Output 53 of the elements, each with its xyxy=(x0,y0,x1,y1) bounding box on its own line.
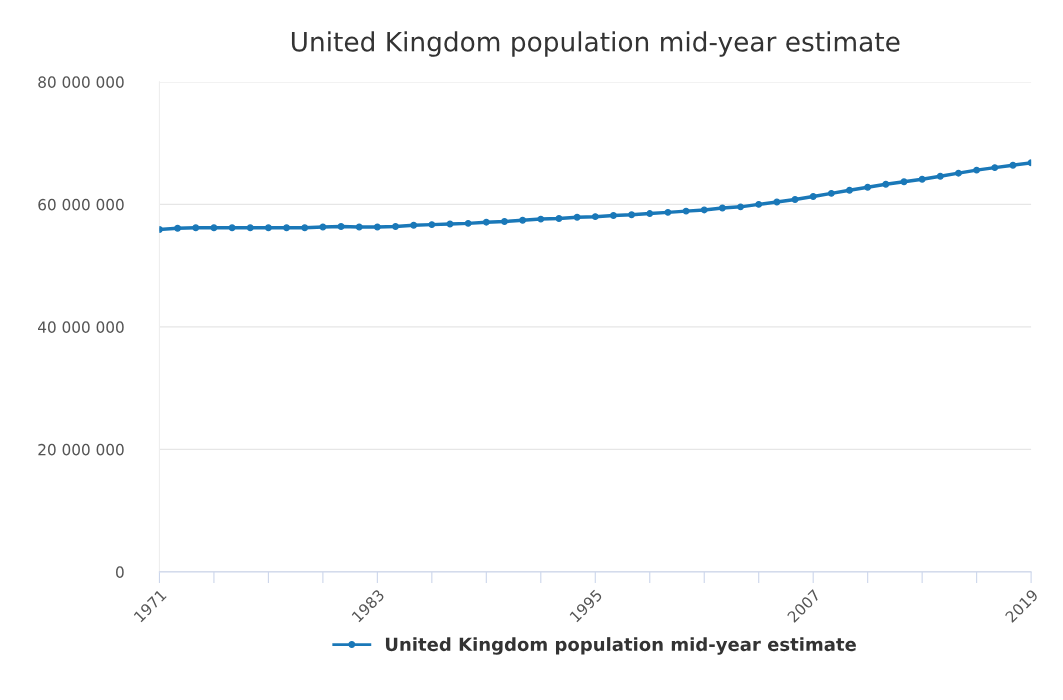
point xyxy=(519,216,527,224)
point xyxy=(1009,161,1017,169)
point xyxy=(210,224,218,232)
point xyxy=(646,210,654,218)
point xyxy=(864,183,872,191)
point xyxy=(973,166,981,174)
point xyxy=(591,213,599,221)
point xyxy=(682,207,690,215)
point xyxy=(573,213,581,221)
point xyxy=(737,203,745,211)
point xyxy=(264,224,272,232)
point xyxy=(482,218,490,226)
point xyxy=(319,223,327,231)
point xyxy=(428,221,436,229)
chart-title: United Kingdom population mid-year estimate xyxy=(291,31,900,57)
point xyxy=(174,224,182,232)
point xyxy=(555,215,563,222)
point xyxy=(700,206,708,214)
point xyxy=(846,186,853,194)
point xyxy=(373,223,381,231)
point xyxy=(755,200,763,208)
point xyxy=(337,222,345,230)
point xyxy=(882,180,890,188)
point xyxy=(609,211,617,219)
y-tick-label: 20 000 000 xyxy=(38,443,124,456)
point xyxy=(954,169,962,177)
point xyxy=(718,204,726,212)
legend-label: United Kingdom population mid-year estimate xyxy=(385,637,856,655)
y-tick-label: 0 xyxy=(116,566,124,578)
point xyxy=(827,189,835,197)
point xyxy=(283,224,291,232)
y-tick-label: 80 000 000 xyxy=(38,76,124,88)
point xyxy=(192,224,200,232)
point xyxy=(246,224,254,232)
point xyxy=(628,211,636,219)
point xyxy=(501,218,508,226)
point xyxy=(791,196,799,203)
point xyxy=(773,198,781,206)
point xyxy=(809,192,817,200)
point xyxy=(392,222,399,230)
y-tick-label: 60 000 000 xyxy=(38,198,124,211)
point xyxy=(664,208,672,216)
point xyxy=(537,215,545,223)
point xyxy=(936,172,944,180)
point xyxy=(918,175,926,183)
point xyxy=(900,178,908,186)
point xyxy=(991,164,999,172)
point xyxy=(410,221,418,229)
point xyxy=(228,224,236,232)
point xyxy=(464,219,472,227)
point xyxy=(301,224,309,232)
y-tick-label: 40 000 000 xyxy=(38,321,124,333)
point xyxy=(355,223,363,231)
